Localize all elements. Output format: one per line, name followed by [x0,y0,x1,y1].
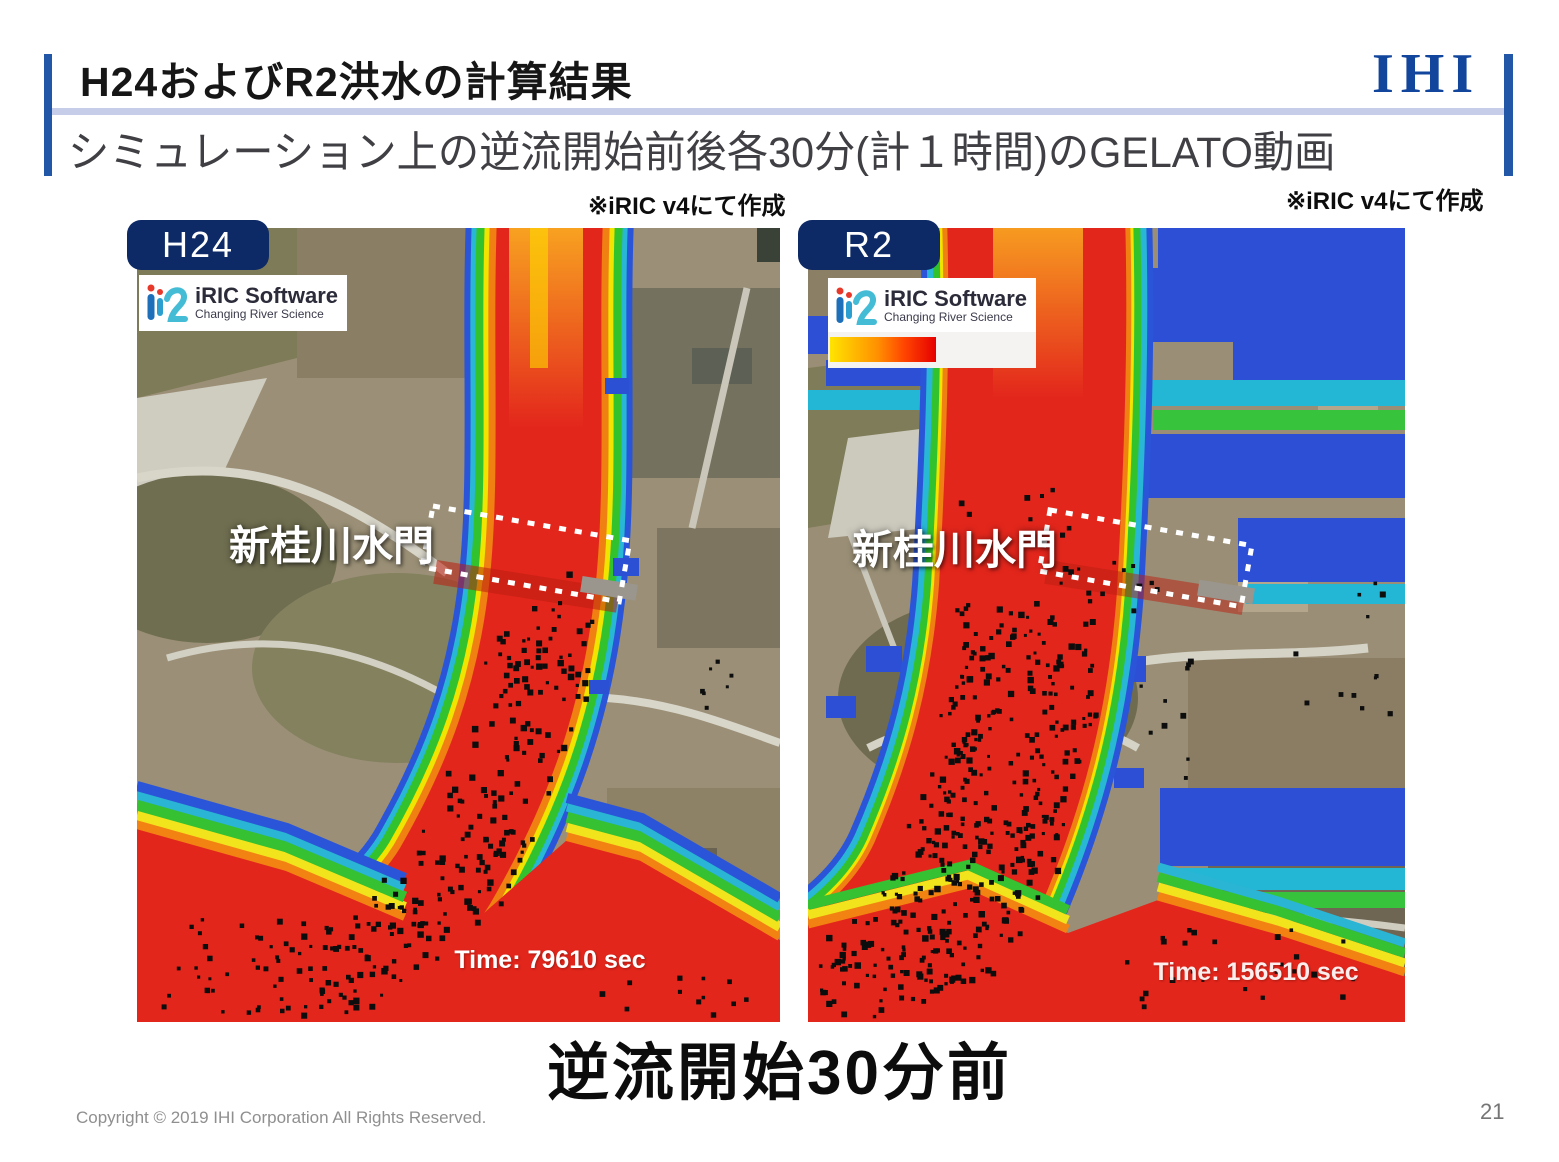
iric-logo-plate-h24: iRIC Software Changing River Science [139,275,347,331]
bottom-caption: 逆流開始30分前 [547,1039,1012,1108]
iric-logo-icon [836,287,877,325]
title-divider-line [52,108,1504,115]
iric-tagline: Changing River Science [884,310,1013,324]
note-iric-right: ※iRIC v4にて作成 [1286,188,1484,215]
panel-label-chip-r2: R2 [798,220,940,270]
page-title: H24およびR2洪水の計算結果 [80,59,633,105]
iric-logo-plate-r2: iRIC Software Changing River Science [828,278,1036,334]
time-label-r2: Time: 156510 sec [1153,958,1359,986]
simulation-panel-h24: H24 iRIC Software Changing River Science… [127,220,780,1022]
panel-label-chip-h24: H24 [127,220,269,270]
colorbar-plate [828,332,1036,368]
iric-name: iRIC Software [884,286,1028,311]
title-accent-bar-right [1504,54,1513,176]
simulation-map-h24 [137,228,780,1022]
iric-name: iRIC Software [195,283,339,308]
page-subtitle: シミュレーション上の逆流開始前後各30分(計１時間)のGELATO動画 [68,129,1336,177]
particles-r2 [818,487,1393,1019]
note-iric-left: ※iRIC v4にて作成 [588,193,786,220]
gate-highlight-box-h24 [419,503,633,605]
ihi-logo: IHI [1372,43,1481,105]
particles-h24 [161,571,749,1019]
title-accent-bar-left [44,54,52,176]
time-label-h24: Time: 79610 sec [454,946,646,974]
copyright-text: Copyright © 2019 IHI Corporation All Rig… [76,1108,487,1127]
page-number: 21 [1480,1099,1505,1124]
simulation-panel-r2: R2 iRIC Software Changing River Science … [798,220,1405,1022]
iric-logo-icon [147,284,188,322]
colorbar-legend [830,337,936,362]
gate-label-h24: 新桂川水門 [229,523,434,569]
gate-label-r2: 新桂川水門 [852,527,1057,573]
iric-tagline: Changing River Science [195,307,324,321]
simulation-map-r2 [808,228,1405,1022]
gate-highlight-box-r2 [1036,507,1255,610]
